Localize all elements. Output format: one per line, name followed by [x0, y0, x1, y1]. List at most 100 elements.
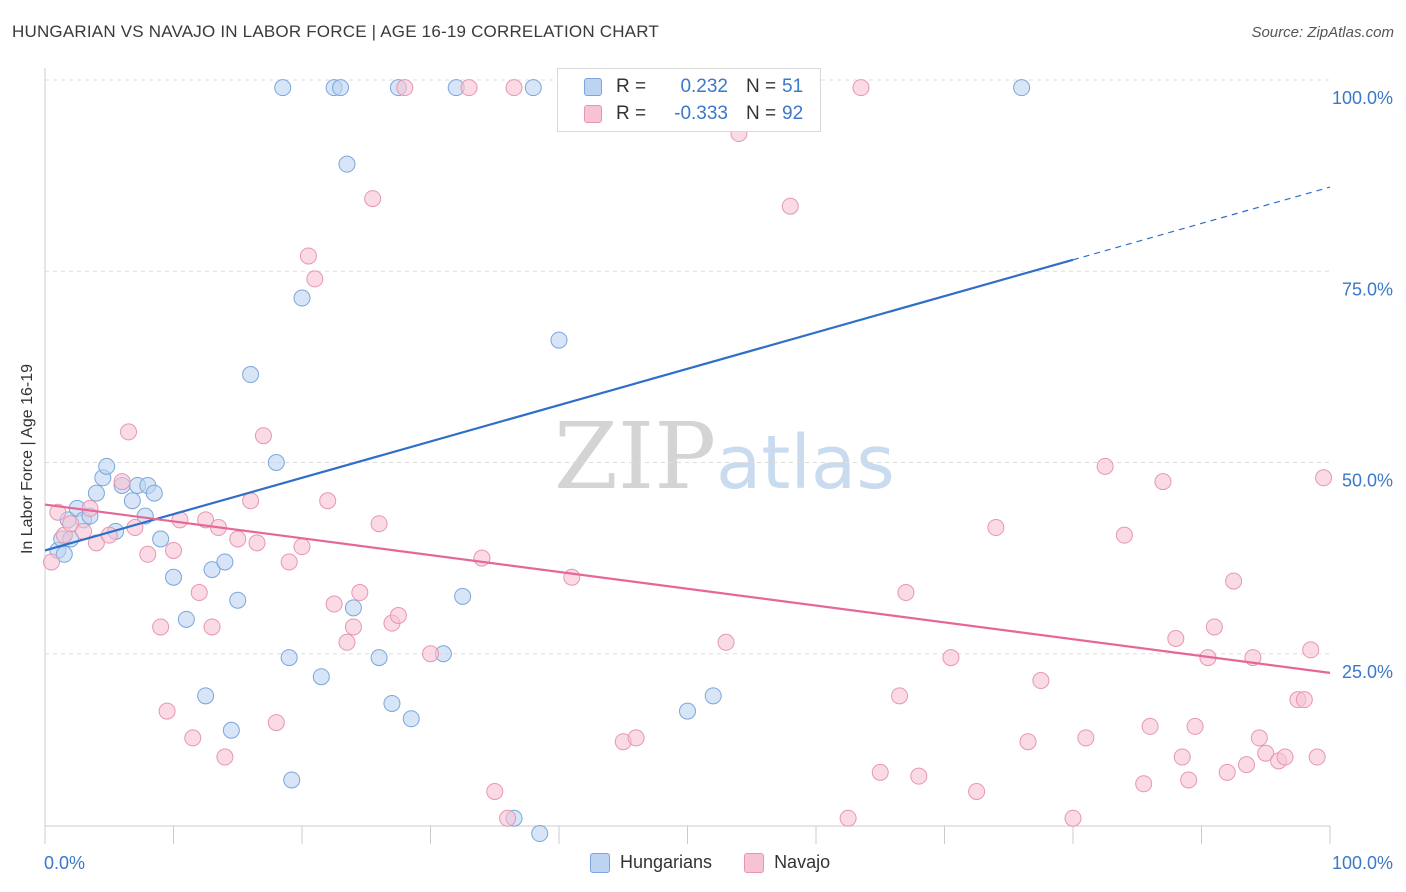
y-axis-title: In Labor Force | Age 16-19	[19, 363, 36, 555]
hungarians-point	[283, 771, 301, 789]
hungarians-point	[123, 492, 141, 510]
hungarians-point	[402, 710, 420, 728]
r-label: R =	[616, 103, 647, 124]
hungarians-point	[338, 155, 356, 173]
navajo-point	[891, 687, 909, 705]
watermark-zip: ZIP	[554, 403, 716, 510]
navajo-legend-swatch	[744, 852, 765, 873]
navajo-point	[897, 584, 915, 602]
hungarians-point	[98, 457, 116, 475]
navajo-point	[299, 247, 317, 265]
hungarians-trendline	[44, 258, 1074, 552]
navajo-point	[486, 782, 504, 800]
hungarians-point	[293, 289, 311, 307]
navajo-point	[460, 79, 478, 97]
navajo-point	[254, 427, 272, 445]
navajo-point	[229, 530, 247, 548]
navajo-point	[158, 702, 176, 720]
navajo-point	[165, 541, 182, 559]
navajo-point	[1276, 748, 1294, 766]
navajo-point	[197, 511, 215, 529]
legend-item-hungarians[interactable]: Hungarians	[590, 852, 712, 873]
hungarians-point	[242, 366, 260, 384]
chart-title: HUNGARIAN VS NAVAJO IN LABOR FORCE | AGE…	[12, 22, 659, 41]
navajo-point	[248, 534, 266, 552]
navajo-point	[781, 197, 799, 215]
hungarians-point	[332, 79, 350, 97]
r-value: -0.333	[674, 103, 728, 124]
hungarians-point	[267, 454, 285, 471]
n-value: 92	[782, 103, 804, 124]
navajo-point	[1115, 526, 1133, 544]
navajo-point	[1250, 729, 1268, 747]
navajo-point	[139, 545, 157, 563]
legend-row-hungarians: R = 0.232 N = 51	[584, 74, 803, 100]
y-tick-label: 50.0%	[1342, 471, 1393, 491]
navajo-point	[370, 515, 388, 533]
hungarians-point	[165, 568, 182, 586]
navajo-point	[389, 607, 407, 624]
n-label: N =	[746, 76, 777, 97]
navajo-point	[325, 595, 343, 613]
navajo-point	[1237, 756, 1255, 774]
y-tick-label: 100.0%	[1332, 88, 1393, 108]
x-tick-label: 100.0%	[1332, 853, 1393, 873]
navajo-point	[267, 714, 285, 732]
navajo-point	[113, 473, 131, 491]
navajo-point	[871, 763, 889, 781]
legend-row-navajo: R = -0.333 N = 92	[584, 101, 803, 127]
navajo-point	[81, 499, 99, 517]
navajo-point	[184, 729, 202, 747]
navajo-point	[293, 538, 311, 556]
navajo-point	[717, 633, 735, 651]
hungarians-point	[274, 79, 292, 97]
navajo-point	[1180, 771, 1198, 789]
navajo-point	[100, 526, 118, 544]
hungarians-point	[177, 610, 195, 628]
hungarians-point	[145, 484, 163, 502]
hungarians-point	[216, 553, 234, 571]
navajo-point	[1032, 672, 1050, 690]
navajo-point	[1315, 469, 1333, 487]
hungarians-point	[370, 649, 388, 667]
navajo-point	[306, 270, 324, 288]
navajo-point	[1205, 618, 1223, 636]
hungarians-point	[344, 599, 362, 617]
navajo-point	[1257, 744, 1275, 762]
navajo-point	[563, 568, 581, 586]
navajo-point	[499, 809, 517, 827]
hungarians-point	[383, 694, 401, 712]
navajo-point	[62, 515, 80, 533]
y-tick-label: 25.0%	[1342, 662, 1393, 682]
navajo-point	[203, 618, 221, 636]
source-label: Source: ZipAtlas.com	[1251, 24, 1394, 41]
hungarians-point	[454, 587, 472, 605]
navajo-point	[968, 782, 986, 800]
hungarians-point	[222, 721, 240, 739]
navajo-point	[216, 748, 234, 766]
hungarians-point	[704, 687, 722, 705]
r-label: R =	[616, 76, 647, 97]
navajo-point	[852, 79, 870, 97]
navajo-point	[1173, 748, 1191, 766]
n-label: N =	[746, 103, 777, 124]
navajo-point	[1167, 629, 1185, 647]
navajo-point	[1225, 572, 1243, 590]
navajo-point	[1186, 717, 1204, 735]
hungarians-point	[203, 561, 221, 579]
navajo-point	[1302, 641, 1320, 659]
series-legend: Hungarians Navajo	[590, 852, 862, 873]
navajo-point	[364, 190, 382, 208]
navajo-point	[1064, 809, 1082, 827]
hungarians-point	[312, 668, 330, 686]
navajo-point	[627, 729, 645, 747]
navajo-point	[505, 79, 523, 97]
navajo-point	[1096, 457, 1114, 475]
correlation-legend: R = 0.232 N = 51 R = -0.333 N = 92	[557, 68, 821, 132]
navajo-point	[1019, 733, 1037, 751]
navajo-point	[42, 553, 60, 571]
navajo-point	[987, 519, 1005, 537]
legend-item-navajo[interactable]: Navajo	[744, 852, 830, 873]
navajo-point	[942, 649, 960, 667]
